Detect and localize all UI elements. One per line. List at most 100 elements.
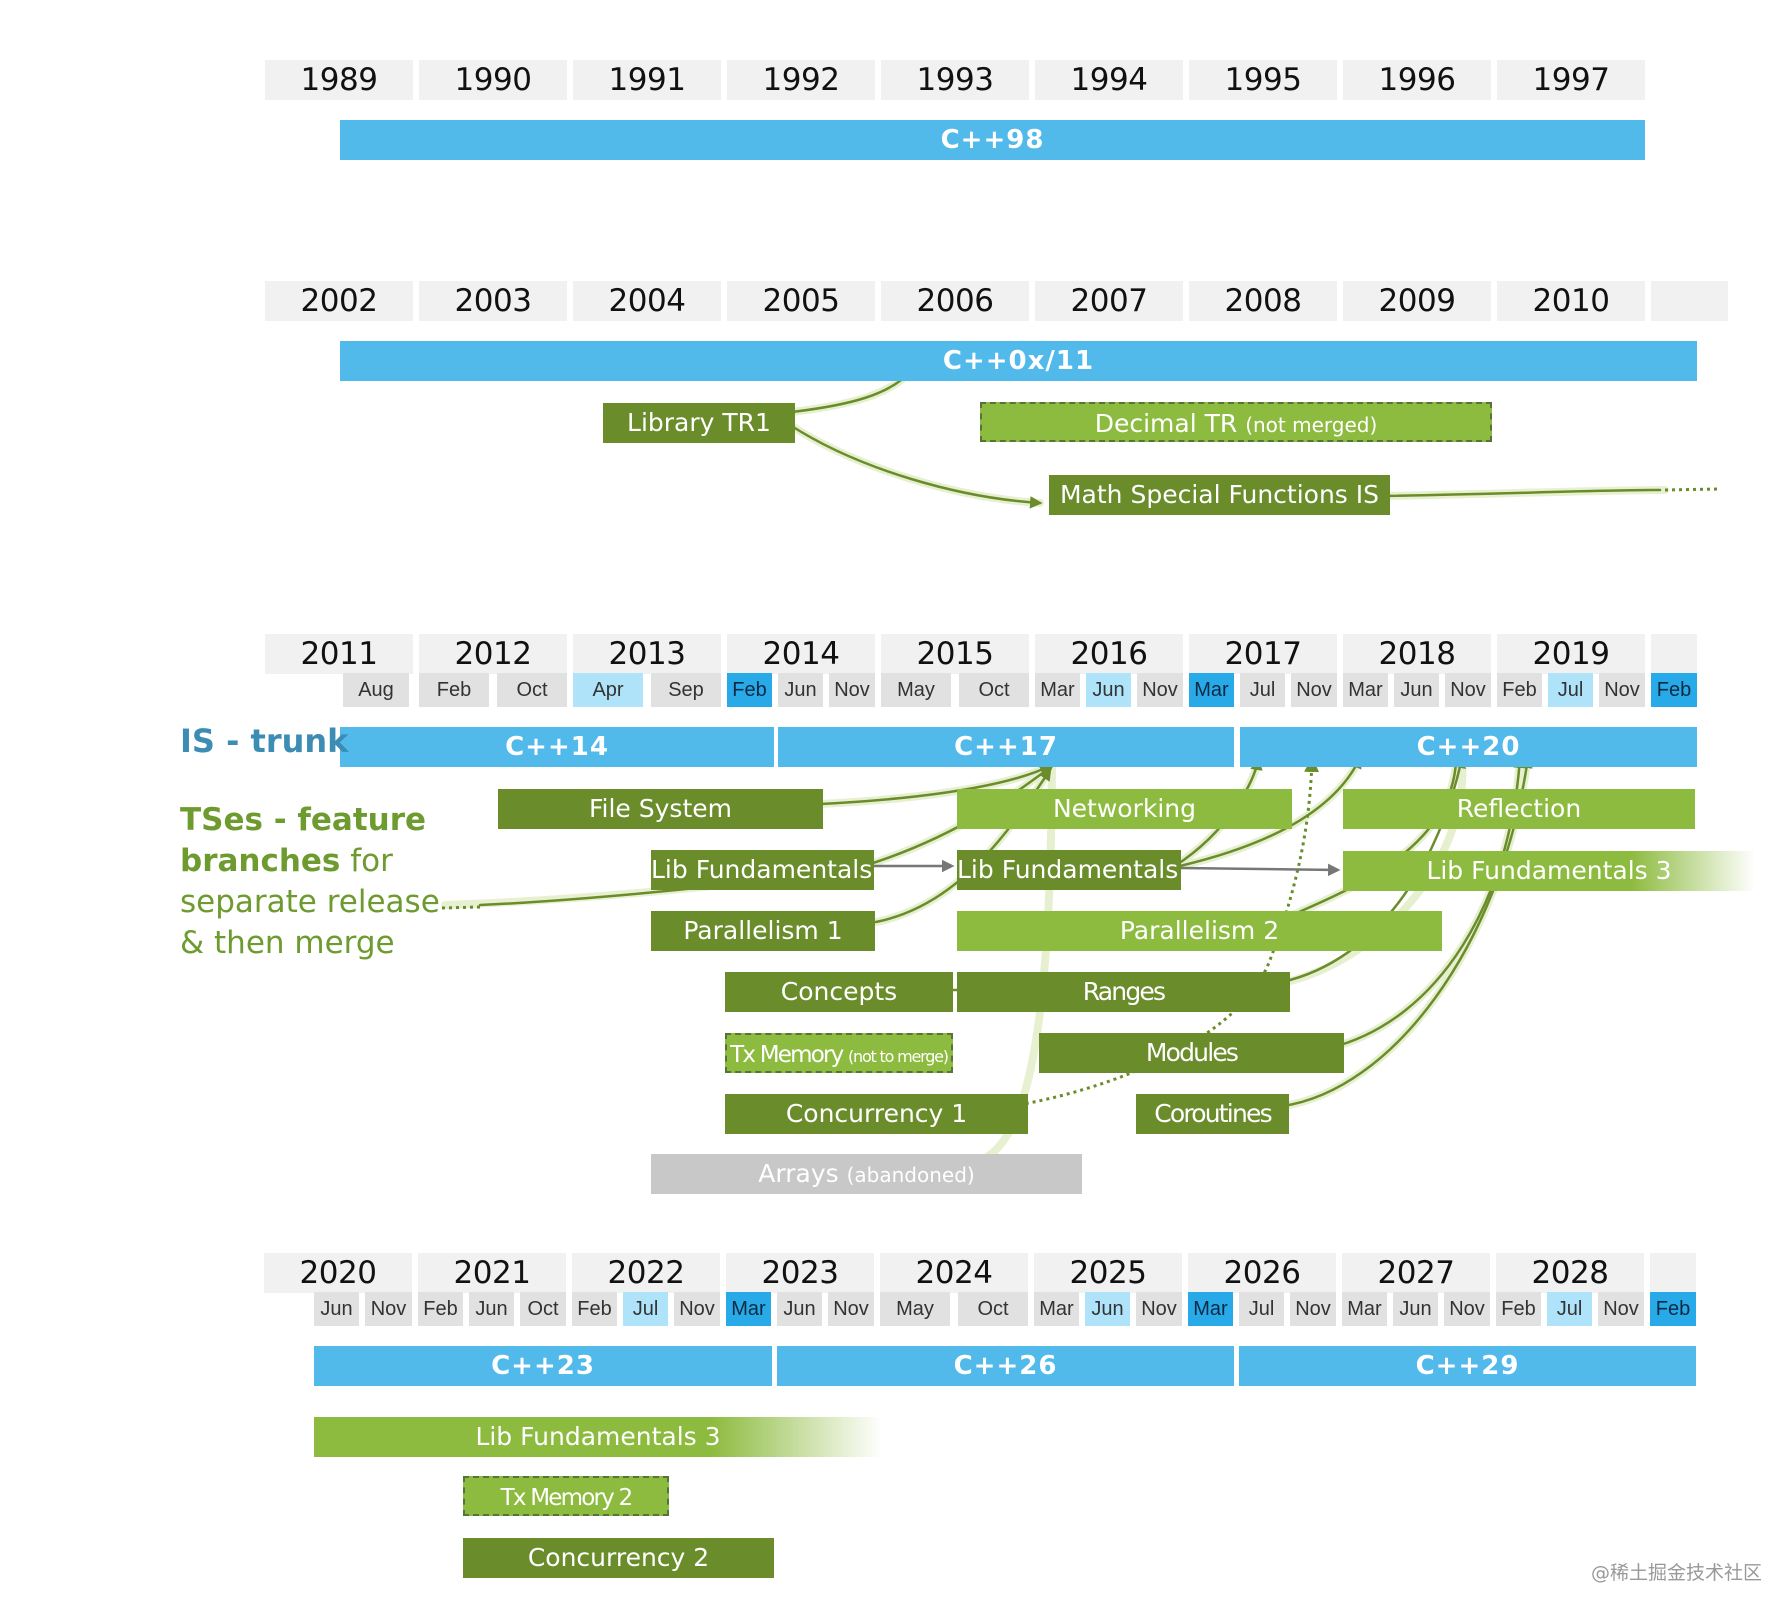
- month-cell: Jul: [1547, 1292, 1592, 1326]
- month-cell: Mar: [1342, 1292, 1387, 1326]
- year-cell: 1993: [881, 60, 1029, 100]
- year-cell: 1992: [727, 60, 875, 100]
- branch-concurrency-1: Concurrency 1: [725, 1094, 1028, 1134]
- month-cell: Nov: [365, 1292, 412, 1326]
- month-cell: Jun: [314, 1292, 359, 1326]
- tses-line-3: separate release: [180, 884, 440, 920]
- standard-cpp23-bar: C++23: [314, 1346, 772, 1386]
- month-cell: Feb: [727, 673, 772, 707]
- library-tr1-to-math-sf-arrow: [788, 423, 1043, 509]
- year-cell: 2026: [1188, 1253, 1336, 1293]
- year-cell: 2021: [418, 1253, 566, 1293]
- standard-cpp26-bar: C++26: [777, 1346, 1234, 1386]
- branch-concurrency-2: Concurrency 2: [463, 1538, 774, 1578]
- month-cell: Nov: [674, 1292, 720, 1326]
- year-cell: [1651, 634, 1697, 674]
- month-cell: Mar: [1035, 673, 1080, 707]
- standard-cpp14-bar: C++14: [340, 727, 774, 767]
- month-cell: Feb: [1650, 1292, 1696, 1326]
- year-cell: 2019: [1497, 634, 1645, 674]
- standard-cpp20-bar: C++20: [1240, 727, 1697, 767]
- month-cell: Jun: [1086, 673, 1131, 707]
- branch-note: (not to merge): [847, 1047, 949, 1066]
- month-cell: Nov: [1444, 1292, 1490, 1326]
- month-cell: Nov: [1137, 673, 1183, 707]
- year-cell: 1994: [1035, 60, 1183, 100]
- branch-parallelism-2: Parallelism 2: [957, 911, 1442, 951]
- month-cell: Nov: [1136, 1292, 1182, 1326]
- branch-modules: Modules: [1039, 1033, 1344, 1073]
- parallelism-2-to-cpp20-arrow: [1280, 760, 1458, 922]
- math-sf-continuation: [1380, 488, 1662, 498]
- tses-line-4: & then merge: [180, 925, 395, 961]
- month-cell: Mar: [726, 1292, 771, 1326]
- month-cell: May: [880, 1292, 950, 1326]
- year-cell: 2009: [1343, 281, 1491, 321]
- tses-bold-2: branches: [180, 843, 341, 879]
- year-cell: [1651, 281, 1728, 321]
- year-cell: 2018: [1343, 634, 1491, 674]
- year-cell: 2015: [881, 634, 1029, 674]
- branch-math-special-functions: Math Special Functions IS: [1049, 475, 1390, 515]
- branch-parallelism-1: Parallelism 1: [651, 911, 875, 951]
- branch-networking: Networking: [957, 789, 1292, 829]
- year-cell: 2008: [1189, 281, 1337, 321]
- tses-bold-1: TSes - feature: [180, 802, 427, 838]
- month-cell: Jun: [777, 1292, 822, 1326]
- month-cell: Aug: [343, 673, 409, 707]
- month-cell: Feb: [1496, 1292, 1541, 1326]
- month-cell: Jun: [1085, 1292, 1130, 1326]
- year-cell: 2025: [1034, 1253, 1182, 1293]
- month-cell: May: [881, 673, 951, 707]
- month-cell: Feb: [1651, 673, 1697, 707]
- month-cell: Oct: [958, 1292, 1028, 1326]
- month-cell: Mar: [1343, 673, 1388, 707]
- year-cell: 2010: [1497, 281, 1645, 321]
- month-cell: Mar: [1188, 1292, 1233, 1326]
- branch-decimal-tr: Decimal TR (not merged): [980, 402, 1492, 442]
- standard-cpp98-bar: C++98: [340, 120, 1645, 160]
- month-cell: Jun: [1393, 1292, 1438, 1326]
- month-cell: Oct: [959, 673, 1029, 707]
- month-cell: Feb: [572, 1292, 617, 1326]
- branch-lib-fundamentals-2: Lib Fundamentals 2: [957, 850, 1181, 890]
- month-cell: Jul: [1239, 1292, 1284, 1326]
- branch-note: (abandoned): [846, 1163, 975, 1187]
- watermark: @稀土掘金技术社区: [1590, 1562, 1762, 1584]
- month-cell: Oct: [520, 1292, 566, 1326]
- coroutines-to-cpp20-arrow: [1281, 755, 1533, 1108]
- month-cell: Jun: [469, 1292, 514, 1326]
- year-cell: 2014: [727, 634, 875, 674]
- branch-file-system: File System: [498, 789, 823, 829]
- month-cell: Nov: [828, 1292, 874, 1326]
- branch-note: (not merged): [1245, 413, 1378, 437]
- month-cell: Apr: [573, 673, 643, 707]
- year-cell: 2004: [573, 281, 721, 321]
- year-cell: 2016: [1035, 634, 1183, 674]
- tses-line-1: TSes - feature: [180, 800, 440, 841]
- is-trunk-label: IS - trunk: [180, 722, 349, 760]
- standard-cpp29-bar: C++29: [1239, 1346, 1696, 1386]
- month-cell: Jul: [1548, 673, 1593, 707]
- standard-cpp11-bar: C++0x/11: [340, 341, 1697, 381]
- year-cell: 2002: [265, 281, 413, 321]
- month-cell: Oct: [497, 673, 567, 707]
- branch-lib-fundamentals-1: Lib Fundamentals 1: [651, 850, 874, 890]
- branch-label: Arrays: [758, 1159, 839, 1188]
- month-cell: Mar: [1034, 1292, 1079, 1326]
- file-system-to-cpp17-arrow: [818, 764, 1053, 806]
- lib-fund-2-to-3-arrow: [1179, 863, 1341, 877]
- month-cell: Jun: [1394, 673, 1439, 707]
- year-cell: 1996: [1343, 60, 1491, 100]
- branch-label: Tx Memory: [730, 1042, 844, 1068]
- month-cell: Feb: [418, 1292, 463, 1326]
- year-cell: 2005: [727, 281, 875, 321]
- year-cell: 2011: [265, 634, 413, 674]
- year-cell: 1991: [573, 60, 721, 100]
- month-cell: Jul: [623, 1292, 668, 1326]
- year-cell: 2013: [573, 634, 721, 674]
- year-cell: 2023: [726, 1253, 874, 1293]
- year-cell: 1995: [1189, 60, 1337, 100]
- month-cell: Nov: [1290, 1292, 1336, 1326]
- branch-library-tr1: Library TR1: [603, 403, 795, 443]
